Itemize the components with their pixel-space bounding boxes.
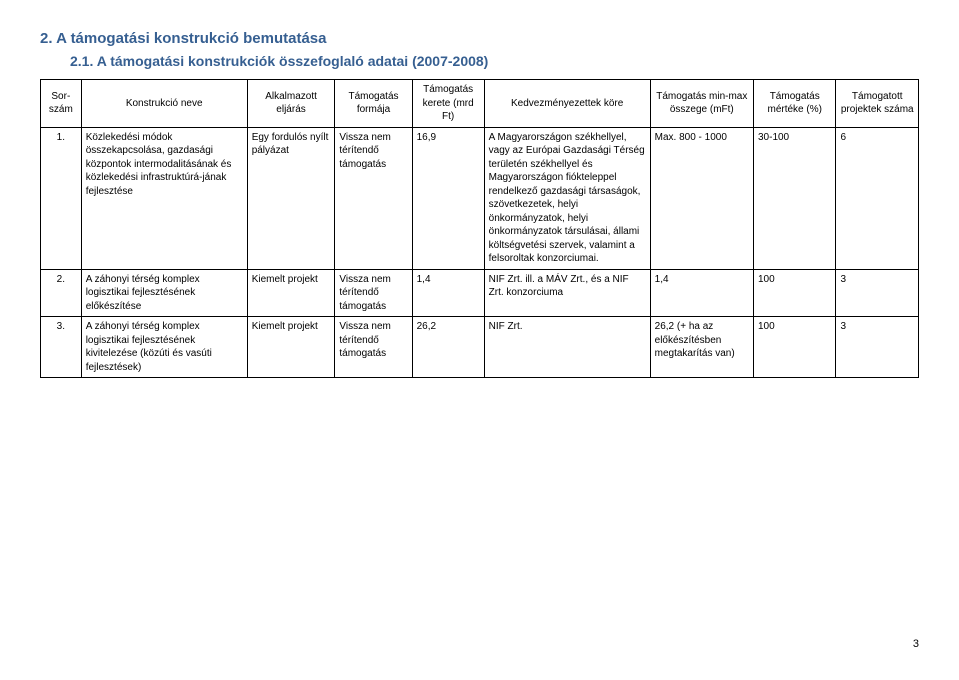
- col-formaja: Támogatás formája: [335, 80, 412, 128]
- page-number: 3: [40, 638, 919, 650]
- cell-kerete: 1,4: [412, 269, 484, 317]
- cell-merteke: 100: [753, 317, 835, 378]
- col-neve: Konstrukció neve: [81, 80, 247, 128]
- cell-eljaras: Kiemelt projekt: [247, 269, 335, 317]
- cell-formaja: Vissza nem térítendő támogatás: [335, 317, 412, 378]
- cell-neve: A záhonyi térség komplex logisztikai fej…: [81, 269, 247, 317]
- cell-szama: 6: [836, 127, 919, 269]
- col-eljaras: Alkalmazott eljárás: [247, 80, 335, 128]
- cell-eljaras: Egy fordulós nyílt pályázat: [247, 127, 335, 269]
- table-row: 1. Közlekedési módok összekapcsolása, ga…: [41, 127, 919, 269]
- cell-minmax: 1,4: [650, 269, 753, 317]
- cell-minmax: 26,2 (+ ha az előkészítésben megtakarítá…: [650, 317, 753, 378]
- cell-n: 2.: [41, 269, 82, 317]
- heading-subsection: 2.1. A támogatási konstrukciók összefogl…: [70, 53, 919, 69]
- cell-eljaras: Kiemelt projekt: [247, 317, 335, 378]
- table-row: 3. A záhonyi térség komplex logisztikai …: [41, 317, 919, 378]
- col-kerete: Támogatás kerete (mrd Ft): [412, 80, 484, 128]
- cell-merteke: 30-100: [753, 127, 835, 269]
- col-kore: Kedvezményezettek köre: [484, 80, 650, 128]
- cell-kore: A Magyarországon székhellyel, vagy az Eu…: [484, 127, 650, 269]
- cell-kore: NIF Zrt. ill. a MÁV Zrt., és a NIF Zrt. …: [484, 269, 650, 317]
- cell-neve: A záhonyi térség komplex logisztikai fej…: [81, 317, 247, 378]
- cell-neve: Közlekedési módok összekapcsolása, gazda…: [81, 127, 247, 269]
- col-minmax: Támogatás min-max összege (mFt): [650, 80, 753, 128]
- cell-merteke: 100: [753, 269, 835, 317]
- cell-minmax: Max. 800 - 1000: [650, 127, 753, 269]
- col-szama: Támogatott projektek száma: [836, 80, 919, 128]
- table-row: 2. A záhonyi térség komplex logisztikai …: [41, 269, 919, 317]
- cell-formaja: Vissza nem térítendő támogatás: [335, 269, 412, 317]
- cell-n: 3.: [41, 317, 82, 378]
- cell-n: 1.: [41, 127, 82, 269]
- cell-szama: 3: [836, 269, 919, 317]
- cell-kore: NIF Zrt.: [484, 317, 650, 378]
- data-table: Sor-szám Konstrukció neve Alkalmazott el…: [40, 79, 919, 378]
- cell-kerete: 16,9: [412, 127, 484, 269]
- table-header-row: Sor-szám Konstrukció neve Alkalmazott el…: [41, 80, 919, 128]
- cell-szama: 3: [836, 317, 919, 378]
- col-sorszam: Sor-szám: [41, 80, 82, 128]
- cell-kerete: 26,2: [412, 317, 484, 378]
- cell-formaja: Vissza nem térítendő támogatás: [335, 127, 412, 269]
- heading-section: 2. A támogatási konstrukció bemutatása: [40, 30, 919, 47]
- col-merteke: Támogatás mértéke (%): [753, 80, 835, 128]
